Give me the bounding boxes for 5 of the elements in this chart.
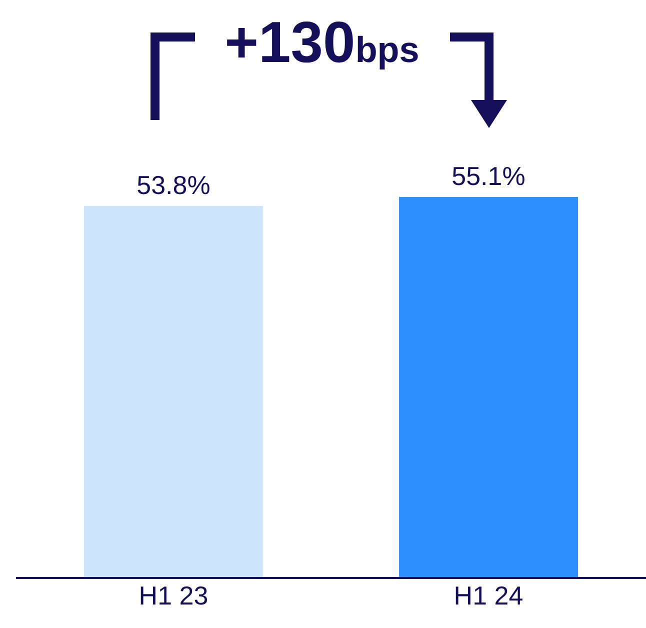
data-label: 53.8% — [136, 170, 210, 200]
data-label: 55.1% — [452, 161, 526, 191]
x-tick-label: H1 24 — [454, 580, 524, 610]
x-tick-label: H1 23 — [138, 580, 208, 610]
text: +130bps — [224, 10, 420, 75]
